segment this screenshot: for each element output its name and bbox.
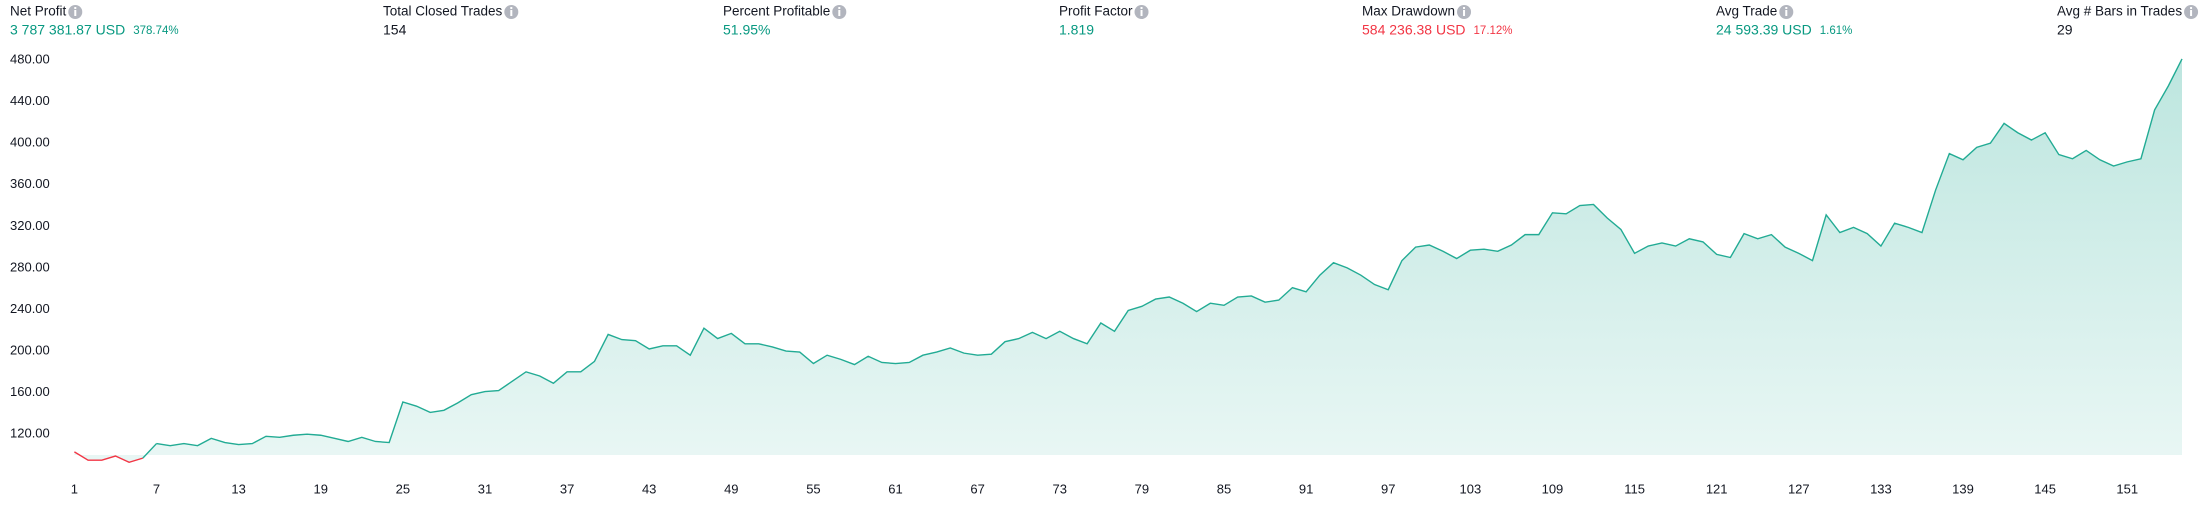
metric-value: 24 593.39 USD	[1716, 22, 1812, 38]
y-tick-label: 360.00	[10, 176, 50, 191]
x-tick-label: 91	[1299, 481, 1313, 496]
equity-area	[74, 58, 2183, 463]
info-icon	[2184, 5, 2199, 19]
info-icon	[1134, 5, 1149, 19]
info-icon	[68, 5, 83, 19]
line-connector	[142, 443, 158, 459]
info-icon	[504, 5, 519, 19]
metric-label: Profit Factor	[1059, 4, 1133, 19]
metric-label: Avg Trade	[1716, 4, 1777, 19]
info-bar	[2190, 10, 2193, 16]
y-tick-label: 280.00	[10, 259, 50, 274]
y-tick-label: 400.00	[10, 135, 50, 150]
info-bar	[510, 10, 513, 16]
x-tick-label: 133	[1870, 481, 1892, 496]
info-dot	[1785, 7, 1788, 9]
metric-value: 29	[2057, 22, 2073, 38]
x-tick-label: 49	[724, 481, 738, 496]
y-tick-label: 240.00	[10, 301, 50, 316]
y-tick-label: 200.00	[10, 342, 50, 357]
info-bar	[1140, 10, 1143, 16]
equity-line	[74, 451, 144, 464]
metric-percent: 17.12%	[1474, 25, 1513, 37]
x-tick-label: 1	[71, 481, 78, 496]
metric-label: Total Closed Trades	[383, 4, 503, 19]
info-dot	[2190, 7, 2193, 9]
metric-value: 51.95%	[723, 22, 770, 38]
metric-value: 584 236.38 USD	[1362, 22, 1466, 38]
x-tick-label: 115	[1624, 481, 1645, 496]
x-tick-label: 25	[396, 481, 410, 496]
x-tick-label: 79	[1135, 481, 1149, 496]
x-tick-label: 109	[1542, 481, 1564, 496]
info-icon	[1779, 5, 1794, 19]
x-tick-label: 103	[1459, 481, 1481, 496]
info-dot	[510, 7, 513, 9]
info-dot	[74, 7, 77, 9]
info-icon	[832, 5, 847, 19]
info-bar	[838, 10, 841, 16]
x-tick-label: 145	[2034, 481, 2056, 496]
info-bar	[1785, 10, 1788, 16]
x-tick-label: 85	[1217, 481, 1231, 496]
x-tick-label: 61	[888, 481, 902, 496]
x-tick-label: 121	[1706, 481, 1728, 496]
metric-value: 1.819	[1059, 22, 1094, 38]
info-dot	[1463, 7, 1466, 9]
y-tick-label: 120.00	[10, 426, 50, 441]
x-tick-label: 73	[1053, 481, 1067, 496]
metric-label: Max Drawdown	[1362, 4, 1455, 19]
x-tick-label: 151	[2116, 481, 2138, 496]
x-tick-label: 31	[478, 481, 492, 496]
x-tick-label: 67	[970, 481, 984, 496]
metric-label: Percent Profitable	[723, 4, 830, 19]
metric-label: Avg # Bars in Trades	[2057, 4, 2182, 19]
info-dot	[1140, 7, 1143, 9]
x-tick-label: 43	[642, 481, 656, 496]
x-tick-label: 55	[806, 481, 820, 496]
metric-value: 154	[383, 22, 407, 38]
metric-label: Net Profit	[10, 4, 67, 19]
y-tick-label: 480.00	[10, 51, 50, 66]
y-tick-label: 160.00	[10, 384, 50, 399]
info-bar	[74, 10, 77, 16]
x-tick-label: 19	[314, 481, 328, 496]
x-tick-label: 37	[560, 481, 574, 496]
y-tick-label: 320.00	[10, 218, 50, 233]
info-icon	[1457, 5, 1472, 19]
x-tick-label: 139	[1952, 481, 1974, 496]
x-tick-label: 97	[1381, 481, 1395, 496]
x-tick-label: 127	[1788, 481, 1810, 496]
metric-percent: 378.74%	[133, 25, 178, 37]
metric-value: 3 787 381.87 USD	[10, 22, 125, 38]
y-tick-label: 440.00	[10, 93, 50, 108]
metric-percent: 1.61%	[1820, 25, 1853, 37]
info-bar	[1463, 10, 1466, 16]
x-tick-label: 13	[231, 481, 245, 496]
info-dot	[838, 7, 841, 9]
equity-line	[156, 58, 2183, 447]
x-tick-label: 7	[153, 481, 160, 496]
